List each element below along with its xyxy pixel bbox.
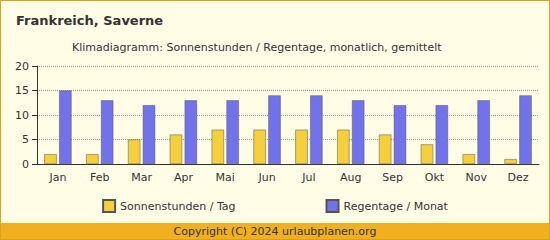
svg-text:Sep: Sep (382, 171, 403, 184)
svg-text:20: 20 (15, 60, 29, 73)
svg-text:Jul: Jul (301, 171, 315, 184)
svg-text:Apr: Apr (174, 171, 194, 184)
svg-text:Jun: Jun (257, 171, 275, 184)
svg-text:0: 0 (22, 158, 29, 171)
svg-text:Sonnenstunden / Tag: Sonnenstunden / Tag (120, 200, 235, 213)
svg-text:10: 10 (15, 109, 29, 122)
svg-text:Feb: Feb (90, 171, 109, 184)
svg-text:Frankreich, Saverne: Frankreich, Saverne (16, 13, 163, 28)
svg-text:Nov: Nov (466, 171, 488, 184)
svg-text:Mai: Mai (216, 171, 235, 184)
svg-text:Klimadiagramm: Sonnenstunden /: Klimadiagramm: Sonnenstunden / Regentage… (72, 41, 442, 54)
svg-text:Regentage / Monat: Regentage / Monat (344, 200, 449, 213)
svg-text:Okt: Okt (425, 171, 445, 184)
svg-text:15: 15 (15, 84, 29, 97)
svg-text:Mar: Mar (131, 171, 152, 184)
svg-text:Copyright (C) 2024 urlaubplane: Copyright (C) 2024 urlaubplanen.org (174, 225, 377, 238)
svg-text:5: 5 (22, 133, 29, 146)
svg-text:Aug: Aug (340, 171, 361, 184)
svg-text:Dez: Dez (508, 171, 529, 184)
svg-text:Jan: Jan (48, 171, 66, 184)
